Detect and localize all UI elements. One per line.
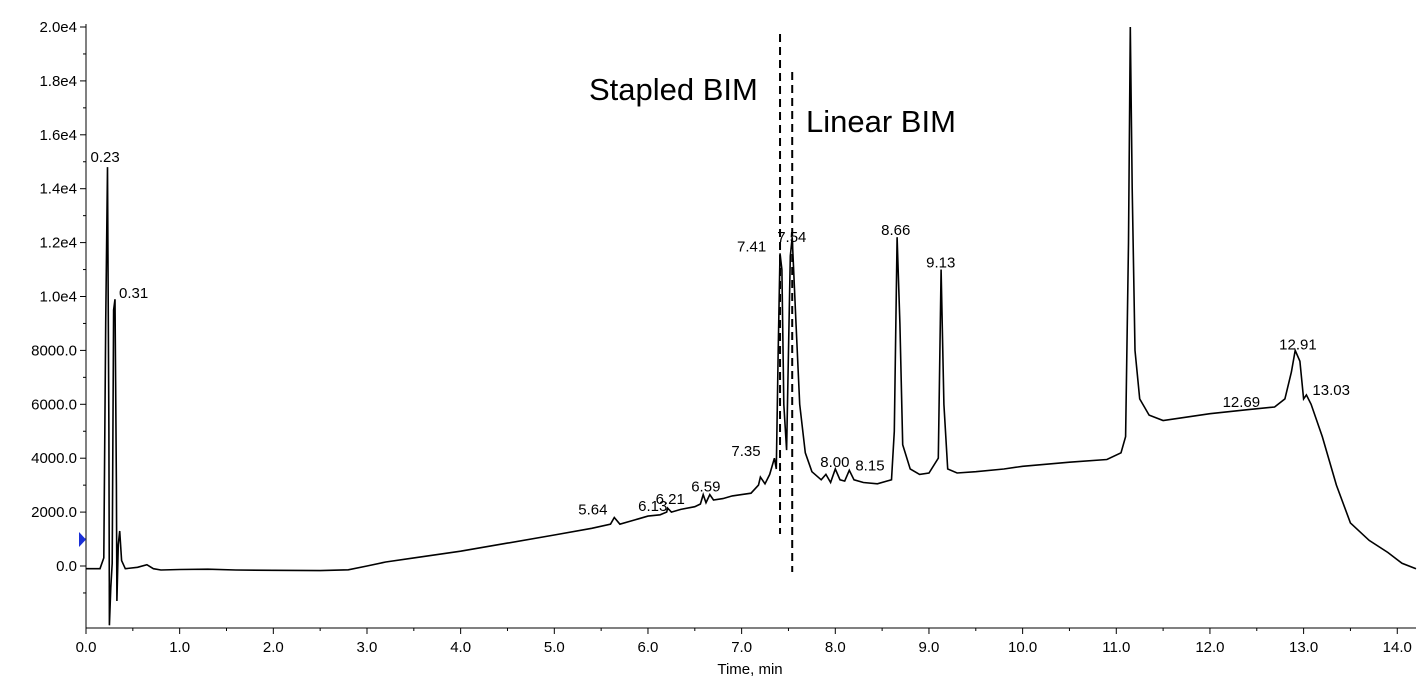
x-tick-label: 3.0 <box>357 639 378 656</box>
x-tick-label: 14.0 <box>1383 639 1412 656</box>
x-tick-label: 9.0 <box>919 639 940 656</box>
x-tick-label: 1.0 <box>169 639 190 656</box>
y-tick-label: 0.0 <box>56 558 77 575</box>
peak-label: 8.00 <box>820 454 849 471</box>
peak-label: 7.35 <box>731 443 760 460</box>
x-tick-label: 0.0 <box>76 639 97 656</box>
x-tick-label: 2.0 <box>263 639 284 656</box>
region-annotation: Linear BIM <box>806 104 956 139</box>
peak-label: 6.21 <box>656 491 685 508</box>
y-tick-label: 8000.0 <box>31 342 77 359</box>
y-tick-label: 1.8e4 <box>39 73 77 90</box>
peak-label: 12.91 <box>1279 336 1317 353</box>
baseline-marker-icon <box>79 532 86 547</box>
peak-label: 7.41 <box>737 238 766 255</box>
y-tick-label: 1.6e4 <box>39 127 77 144</box>
annotations: Stapled BIM Linear BIM <box>589 34 956 572</box>
y-tick-label: 1.2e4 <box>39 235 77 252</box>
y-tick-label: 2.0e4 <box>39 19 77 36</box>
peak-label: 6.13 <box>638 498 667 515</box>
y-tick-label: 2000.0 <box>31 504 77 521</box>
peak-label: 5.64 <box>578 501 607 518</box>
x-tick-label: 6.0 <box>638 639 659 656</box>
peak-label: 8.15 <box>855 457 884 474</box>
peak-label: 0.31 <box>119 285 148 302</box>
x-tick-label: 13.0 <box>1289 639 1318 656</box>
y-tick-label: 1.0e4 <box>39 289 77 306</box>
x-axis: 0.0 1.0 2.0 3.0 4.0 5.0 6.0 7.0 8.0 9.0 10.0 11.0 12… <box>76 627 1416 656</box>
peak-label: 0.23 <box>91 149 120 166</box>
peak-label: 9.13 <box>926 255 955 272</box>
x-tick-label: 4.0 <box>450 639 471 656</box>
y-axis: 0.0 2000.0 4000.0 6000.0 8000.0 1.0e4 1.2e4 1.4… <box>31 19 87 628</box>
peak-label: 7.54 <box>777 229 806 246</box>
x-tick-label: 7.0 <box>731 639 752 656</box>
x-tick-label: 10.0 <box>1008 639 1037 656</box>
peak-label: 13.03 <box>1312 382 1350 399</box>
x-tick-label: 12.0 <box>1195 639 1224 656</box>
x-tick-label: 5.0 <box>544 639 565 656</box>
peak-label: 12.69 <box>1223 394 1261 411</box>
x-tick-label: 11.0 <box>1102 639 1130 656</box>
peak-label: 6.59 <box>691 479 720 496</box>
peak-label: 8.66 <box>881 222 910 239</box>
y-tick-label: 4000.0 <box>31 450 77 467</box>
x-tick-label: 8.0 <box>825 639 846 656</box>
peak-labels: 0.23 0.31 5.64 6.136.21 6.59 7.35 7.41 7.54 8.00… <box>91 149 1350 518</box>
y-tick-label: 1.4e4 <box>39 181 77 198</box>
chromatogram-trace <box>86 26 1417 626</box>
y-tick-label: 6000.0 <box>31 396 77 413</box>
region-annotation: Stapled BIM <box>589 72 758 107</box>
x-axis-title: Time, min <box>717 661 782 678</box>
